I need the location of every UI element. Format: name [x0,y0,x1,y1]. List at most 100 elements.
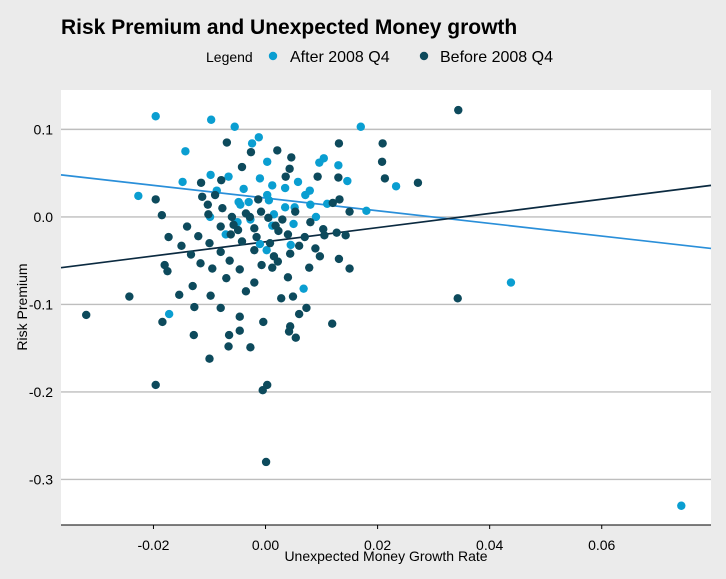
y-axis-label: Risk Premium [14,263,30,350]
data-point-before [189,330,199,340]
data-point-after [289,219,298,229]
y-tick-label: -0.1 [29,296,53,312]
data-point-before [235,326,244,335]
data-point-after [255,174,265,183]
data-point-before [194,231,203,241]
data-point-after [134,191,143,201]
data-point-after [268,181,277,190]
data-point-before [250,224,259,233]
data-point-after [255,239,265,249]
data-point-after [356,122,365,131]
data-point-before [291,207,300,216]
data-point-before [125,292,134,301]
y-tick-label: -0.3 [29,471,53,487]
legend-before-label: Before 2008 Q4 [440,49,553,66]
grid-lines [61,128,711,481]
data-point-after [506,278,516,287]
data-point-after [181,147,190,156]
data-point-after [677,501,686,510]
data-point-before [334,139,344,148]
data-point-before [226,230,235,239]
data-point-before [250,245,259,255]
data-point-before [216,303,225,313]
data-point-before [283,230,293,239]
data-point-after [234,197,243,207]
data-point-before [278,215,287,224]
data-point-after [164,309,174,319]
data-point-before [82,310,91,320]
plot-panel [61,90,711,525]
y-tick-label: -0.2 [29,384,53,400]
data-point-before [229,220,238,229]
data-point-before [177,241,186,250]
chart-title: Risk Premium and Unexpected Money growth [61,16,517,39]
x-axis-ticks: -0.02 0.00 0.02 0.04 0.06 [137,525,616,553]
data-point-after [254,133,264,142]
data-point-before [285,164,294,173]
data-point-before [311,244,320,253]
data-point-before [264,213,273,222]
data-point-before [334,173,343,182]
data-point-before [235,265,244,274]
data-point-after [286,240,295,250]
data-point-before [313,172,322,181]
data-point-before [380,174,390,183]
data-point-before [241,287,251,296]
data-point-before [224,342,233,351]
data-point-before [254,195,263,204]
data-point-before [196,178,206,187]
data-point-after [334,161,343,170]
data-point-after [315,158,324,167]
data-point-after [343,176,352,186]
data-point-after [224,172,233,181]
data-point-before [163,266,172,276]
data-point-after [391,182,401,191]
data-point-before [345,207,354,216]
data-point-after [301,190,310,200]
data-point-before [151,195,160,204]
data-point-after [206,115,216,124]
data-point-before [186,250,196,259]
data-point-before [328,198,337,208]
data-point-before [294,241,304,250]
fit-line-before [60,184,712,269]
data-point-before [218,203,227,213]
data-point-before [190,302,199,312]
data-point-before [256,207,266,216]
data-point-before [210,190,220,200]
data-point-before [294,309,304,319]
legend-title: Legend [206,49,253,65]
data-point-before [284,327,294,336]
data-point-before [268,263,277,272]
x-axis-label: Unexpected Money Growth Rate [284,548,487,564]
y-axis-ticks: 0.1 0.0 -0.1 -0.2 -0.3 [29,121,53,487]
data-point-before [377,157,387,166]
data-point-before [320,231,329,240]
data-point-after [311,212,321,222]
data-point-after [306,200,315,209]
data-point-before [237,237,247,246]
data-point-before [269,252,279,261]
data-point-before [305,263,314,272]
data-point-before [151,380,160,390]
data-point-before [287,153,296,162]
data-point-before [335,195,344,204]
data-point-before [259,317,268,327]
y-tick-label: 0.1 [34,121,54,137]
data-point-before [265,238,275,248]
data-point-before [291,333,300,342]
data-point-after [299,284,308,293]
data-point-before [341,231,350,240]
data-point-before [281,172,290,181]
data-point-after [151,112,160,121]
x-tick-label: 0.06 [588,537,615,553]
data-point-after [206,170,215,180]
data-point-before [258,386,267,395]
data-point-before [273,146,282,155]
data-point-before [271,221,280,230]
legend: Legend After 2008 Q4 Before 2008 Q4 [206,49,553,66]
data-point-before [208,264,217,273]
y-tick-label: 0.0 [34,209,54,225]
data-point-after [247,139,257,148]
